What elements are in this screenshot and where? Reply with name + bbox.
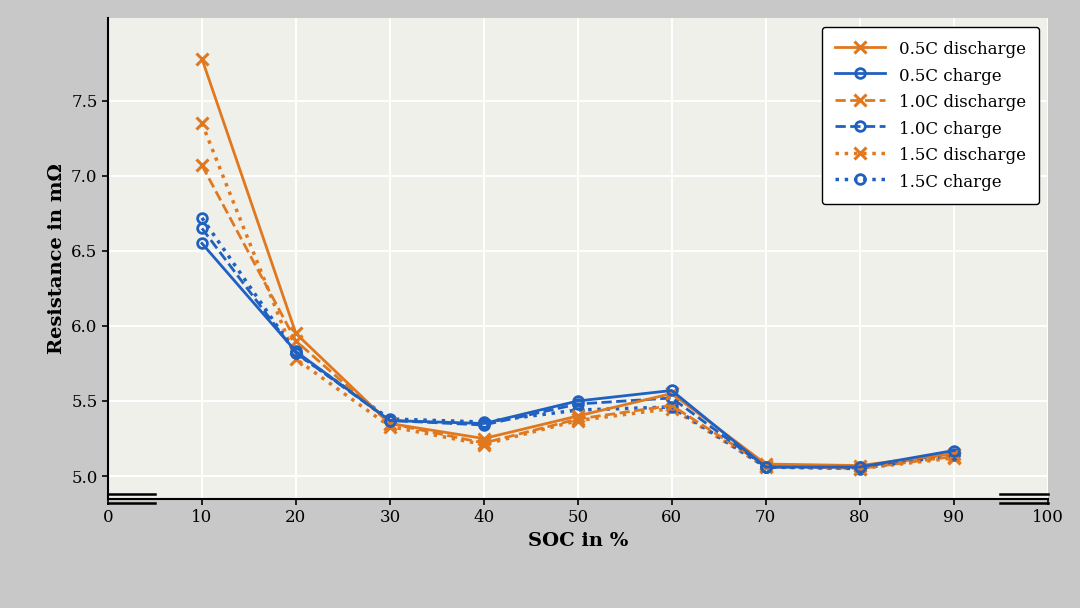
Line: 1.5C charge: 1.5C charge	[197, 213, 959, 474]
Line: 0.5C discharge: 0.5C discharge	[195, 52, 960, 472]
1.0C charge	[665, 395, 678, 402]
1.5C charge	[195, 214, 208, 221]
0.5C charge	[571, 398, 584, 405]
0.5C charge	[947, 447, 960, 454]
0.5C charge	[759, 463, 772, 471]
Legend: 0.5C discharge, 0.5C charge, 1.0C discharge, 1.0C charge, 1.5C discharge, 1.5C c: 0.5C discharge, 0.5C charge, 1.0C discha…	[822, 27, 1039, 204]
0.5C discharge	[571, 412, 584, 420]
0.5C charge	[383, 417, 396, 424]
1.0C charge	[383, 417, 396, 424]
1.5C charge	[477, 418, 490, 426]
1.0C discharge	[195, 162, 208, 169]
0.5C charge	[477, 420, 490, 427]
1.5C charge	[289, 350, 302, 357]
1.0C charge	[853, 463, 866, 471]
1.5C charge	[853, 465, 866, 472]
1.0C charge	[759, 463, 772, 471]
0.5C charge	[289, 348, 302, 355]
1.0C charge	[947, 450, 960, 457]
1.0C charge	[195, 225, 208, 232]
Y-axis label: Resistance in mΩ: Resistance in mΩ	[48, 163, 66, 354]
1.0C discharge	[759, 462, 772, 469]
1.5C charge	[759, 463, 772, 471]
Line: 0.5C charge: 0.5C charge	[197, 238, 959, 472]
1.5C discharge	[477, 441, 490, 448]
0.5C discharge	[759, 460, 772, 468]
0.5C discharge	[195, 55, 208, 63]
1.0C charge	[477, 421, 490, 429]
1.0C discharge	[853, 465, 866, 472]
0.5C charge	[195, 240, 208, 247]
0.5C discharge	[477, 435, 490, 442]
Line: 1.0C discharge: 1.0C discharge	[195, 159, 960, 475]
1.5C discharge	[383, 423, 396, 430]
1.5C charge	[665, 403, 678, 410]
0.5C discharge	[665, 390, 678, 397]
1.0C discharge	[947, 453, 960, 460]
Line: 1.5C discharge: 1.5C discharge	[195, 117, 960, 475]
1.0C charge	[289, 350, 302, 357]
1.0C charge	[571, 400, 584, 407]
1.5C charge	[947, 451, 960, 458]
1.5C discharge	[195, 120, 208, 127]
1.5C discharge	[571, 417, 584, 424]
0.5C discharge	[853, 462, 866, 469]
0.5C discharge	[289, 330, 302, 337]
0.5C charge	[665, 387, 678, 394]
0.5C discharge	[383, 420, 396, 427]
1.0C discharge	[383, 420, 396, 427]
1.5C charge	[383, 415, 396, 423]
1.0C discharge	[571, 415, 584, 423]
1.5C discharge	[759, 463, 772, 471]
1.5C charge	[571, 406, 584, 413]
X-axis label: SOC in %: SOC in %	[528, 531, 627, 550]
1.0C discharge	[289, 337, 302, 345]
1.5C discharge	[853, 465, 866, 472]
1.5C discharge	[665, 405, 678, 412]
0.5C discharge	[947, 450, 960, 457]
1.0C discharge	[665, 402, 678, 409]
0.5C charge	[853, 463, 866, 471]
1.5C discharge	[947, 454, 960, 461]
1.5C discharge	[289, 355, 302, 362]
1.0C discharge	[477, 440, 490, 447]
Line: 1.0C charge: 1.0C charge	[197, 224, 959, 472]
